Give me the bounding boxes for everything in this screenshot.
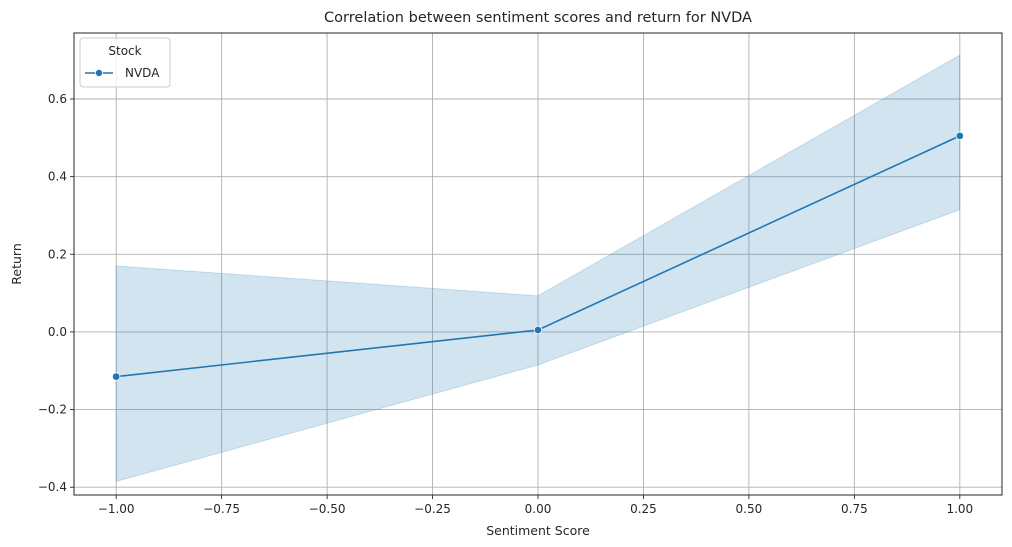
y-axis-title: Return <box>9 243 24 284</box>
x-tick-label: 1.00 <box>946 502 973 516</box>
legend-marker-sample <box>95 69 104 78</box>
x-tick-label: 0.00 <box>525 502 552 516</box>
y-axis-ticks: −0.4 −0.2 0.0 0.2 0.4 0.6 <box>38 92 74 494</box>
legend-title: Stock <box>108 44 141 58</box>
series-markers <box>111 131 965 381</box>
data-point <box>955 131 965 141</box>
y-tick-label: 0.2 <box>48 247 67 261</box>
x-axis-ticks: −1.00 −0.75 −0.50 −0.25 0.00 0.25 0.50 0.75 1.00 <box>98 495 973 516</box>
x-tick-label: 0.75 <box>841 502 868 516</box>
x-tick-label: −0.75 <box>203 502 240 516</box>
legend: Stock NVDA <box>79 37 171 88</box>
x-tick-label: 0.25 <box>630 502 657 516</box>
y-tick-label: 0.0 <box>48 325 67 339</box>
data-point <box>111 372 121 381</box>
y-tick-label: 0.4 <box>48 170 67 184</box>
confidence-band-group <box>115 54 961 483</box>
y-tick-label: 0.6 <box>48 92 67 106</box>
x-tick-label: −0.25 <box>414 502 451 516</box>
x-axis-title: Sentiment Score <box>486 523 590 538</box>
confidence-band-nvda <box>115 54 961 483</box>
x-tick-label: −1.00 <box>98 502 135 516</box>
y-tick-label: −0.2 <box>38 403 67 417</box>
x-tick-label: −0.50 <box>309 502 346 516</box>
grid-lines <box>74 33 1002 495</box>
y-tick-label: −0.4 <box>38 480 67 494</box>
chart-title: Correlation between sentiment scores and… <box>324 10 752 26</box>
data-point <box>533 325 543 335</box>
x-tick-label: 0.50 <box>736 502 763 516</box>
legend-entry-nvda: NVDA <box>125 66 160 80</box>
